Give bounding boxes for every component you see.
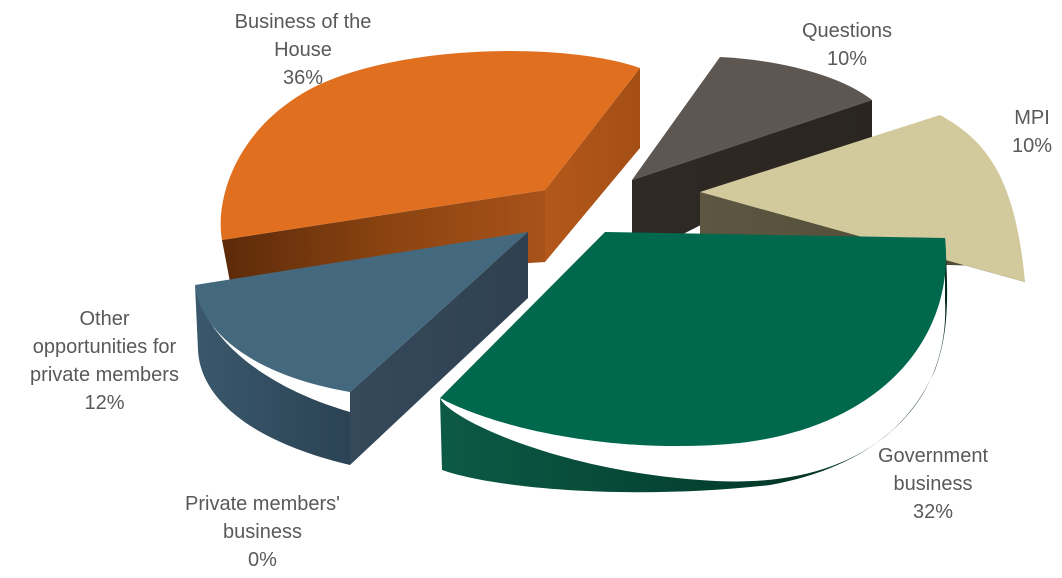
label-percent: 10% [826,48,868,70]
label-percent: 12% [84,392,125,414]
label-line: House [274,39,332,61]
label-line: private members [30,364,179,386]
slice-other-opportunities [195,232,528,465]
label-line: business [893,473,973,495]
label-percent: 10% [1011,135,1053,157]
slice-top [220,51,640,240]
slice-government-business [440,232,948,493]
label-percent: 0% [248,549,277,571]
label-private-members-business: Private members' business 0% [165,490,360,574]
slice-cut [545,68,640,262]
slice-top [440,232,946,447]
label-percent: 32% [912,501,954,523]
label-mpi: MPI 10% [1002,104,1062,160]
label-line: business [223,521,302,543]
label-questions: Questions 10% [767,17,927,73]
slice-side [440,238,948,493]
label-line: MPI [1014,107,1050,129]
label-percent: 36% [282,67,324,89]
label-line: Other [79,308,130,330]
slice-cut [350,232,528,465]
label-line: Private members' [185,493,340,515]
label-line: Questions [801,20,893,42]
label-line: Business of the [234,11,372,33]
label-business-of-the-house: Business of the House 36% [198,8,408,92]
slice-top [632,57,872,180]
label-government-business: Government business 32% [848,442,1018,526]
label-other-opportunities: Other opportunities for private members … [2,305,207,417]
slice-side [195,285,350,465]
label-line: opportunities for [32,336,177,358]
slice-top [195,232,528,392]
label-line: Government [877,445,989,467]
